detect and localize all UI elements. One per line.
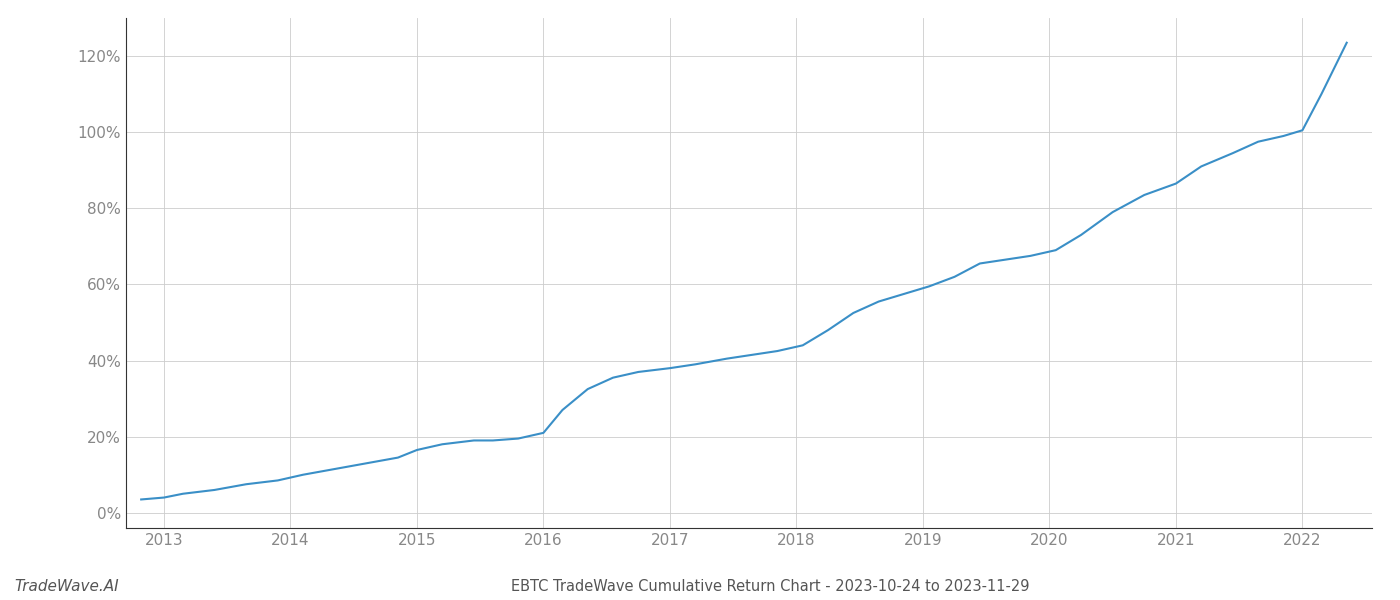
Text: EBTC TradeWave Cumulative Return Chart - 2023-10-24 to 2023-11-29: EBTC TradeWave Cumulative Return Chart -… <box>511 579 1029 594</box>
Text: TradeWave.AI: TradeWave.AI <box>14 579 119 594</box>
